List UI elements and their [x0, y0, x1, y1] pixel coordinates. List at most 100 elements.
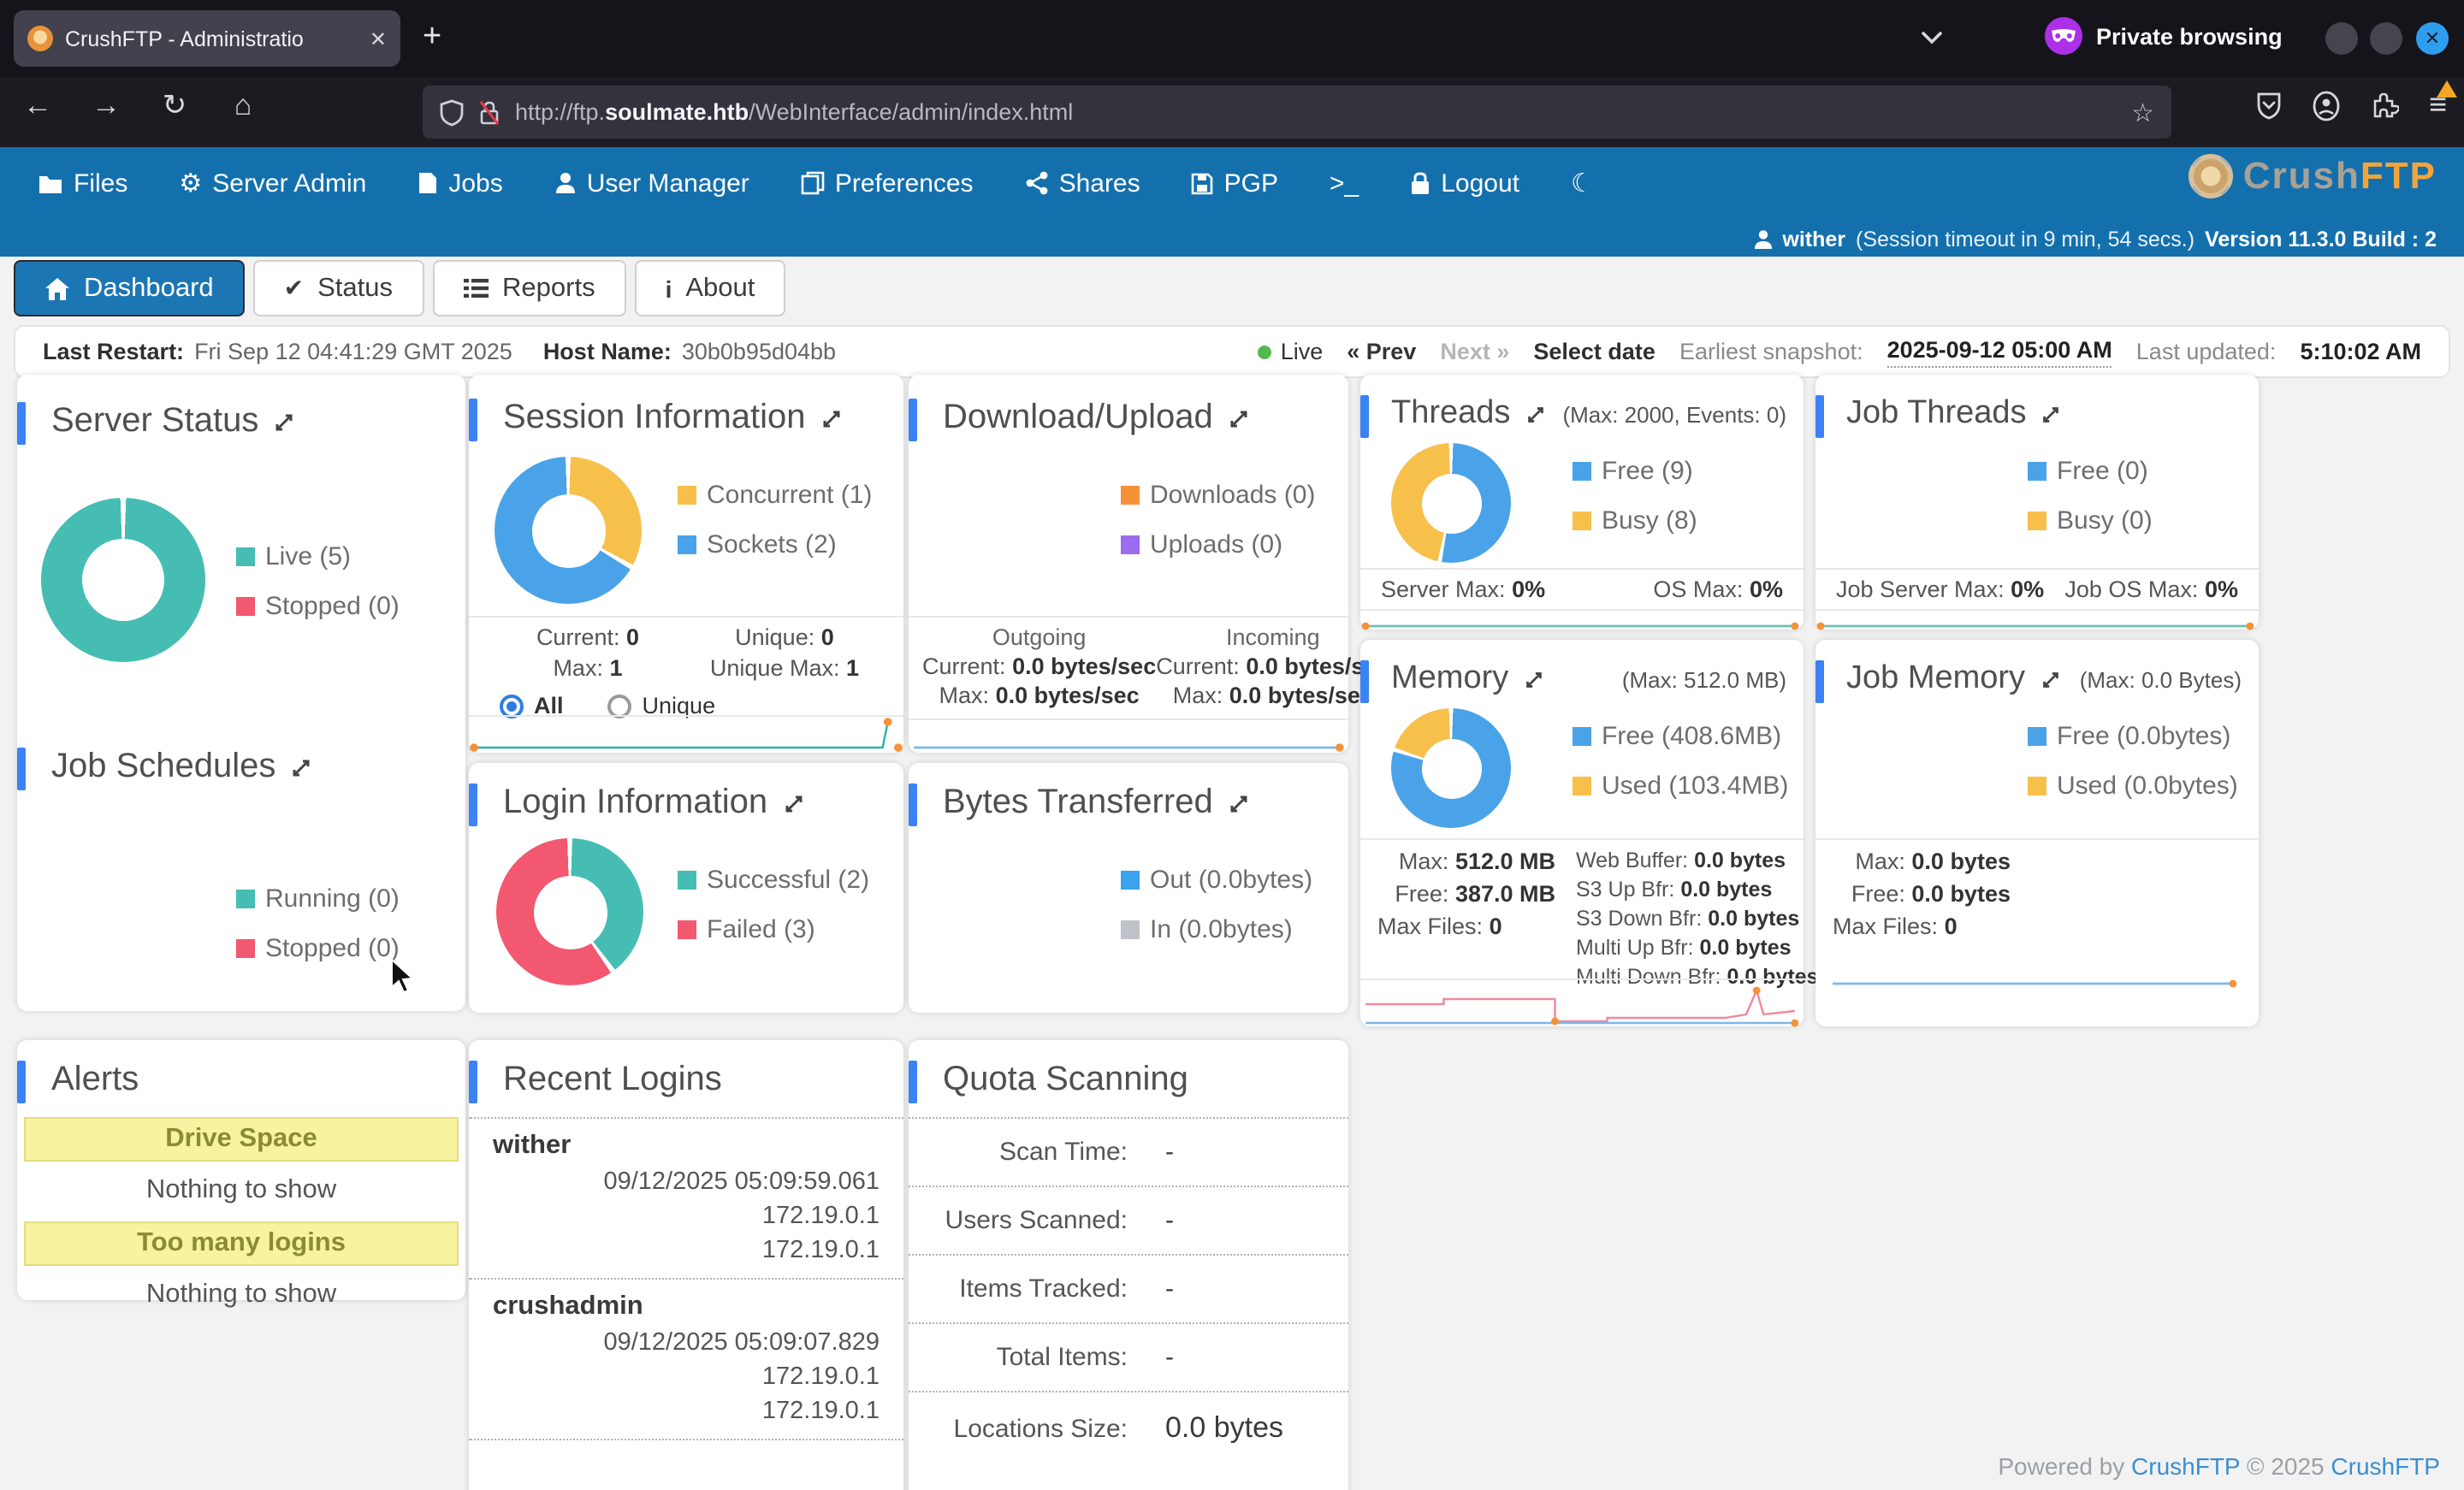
threads-donut — [1391, 443, 1511, 563]
web-buffer: 0.0 bytes — [1694, 848, 1786, 872]
tab-reports[interactable]: Reports — [432, 260, 626, 316]
select-date-button[interactable]: Select date — [1533, 339, 1656, 364]
tab-title: CrushFTP - Administratio — [65, 27, 304, 50]
url-bar[interactable]: http://ftp.soulmate.htb/WebInterface/adm… — [423, 86, 2171, 139]
mem-free: 387.0 MB — [1454, 881, 1555, 907]
pocket-icon[interactable] — [2256, 90, 2283, 121]
legend-swatch — [1573, 511, 1591, 530]
accent-bar — [1360, 395, 1369, 438]
server-max-label: Server Max: — [1381, 576, 1506, 602]
legend-swatch — [2028, 777, 2046, 795]
legend-label: Downloads (0) — [1150, 481, 1316, 510]
menu-hamburger-icon[interactable]: ≡ — [2429, 80, 2457, 123]
alert-banner-drive-space[interactable]: Drive Space — [24, 1117, 459, 1162]
nav-terminal[interactable]: >_ — [1330, 169, 1359, 198]
legend-swatch — [1121, 535, 1140, 554]
nav-shares[interactable]: Shares — [1025, 169, 1140, 198]
nav-files[interactable]: Files — [38, 169, 127, 198]
window-maximize-button[interactable] — [2370, 22, 2402, 55]
accent-bar — [1360, 660, 1369, 703]
window-close-button[interactable]: ✕ — [2416, 22, 2449, 55]
multi-down-bfr: 0.0 bytes — [1727, 965, 1819, 989]
browser-tab[interactable]: CrushFTP - Administratio ✕ — [14, 10, 400, 67]
expand-icon[interactable] — [1522, 668, 1544, 690]
nav-dark-mode[interactable]: ☾ — [1571, 168, 1594, 198]
job-mem-max-files: 0 — [1944, 914, 1958, 939]
s3-down-bfr: 0.0 bytes — [1708, 907, 1800, 931]
insecure-lock-icon[interactable] — [477, 98, 501, 126]
expand-icon[interactable] — [820, 406, 844, 430]
expand-icon[interactable] — [272, 410, 296, 434]
back-icon[interactable]: ← — [23, 89, 52, 121]
legend-swatch — [2028, 511, 2046, 530]
crushftp-favicon — [27, 26, 53, 51]
new-tab-button[interactable]: + — [423, 19, 442, 55]
expand-icon[interactable] — [1227, 791, 1251, 815]
forward-icon[interactable]: → — [92, 89, 121, 121]
threads-sparkline — [1360, 609, 1804, 630]
footer-crushftp-link-2[interactable]: CrushFTP — [2331, 1452, 2440, 1480]
radio-unique[interactable]: Unique — [607, 693, 715, 718]
earliest-snapshot-value[interactable]: 2025-09-12 05:00 AM — [1886, 336, 2112, 367]
alerts-title: Alerts — [51, 1061, 139, 1098]
expand-icon[interactable] — [2040, 403, 2063, 425]
expand-icon[interactable] — [781, 791, 805, 815]
shield-permissions-icon[interactable] — [440, 98, 464, 126]
legend-label: Used (103.4MB) — [1602, 772, 1789, 801]
radio-all[interactable]: All — [500, 693, 564, 718]
tab-close-icon[interactable]: ✕ — [369, 27, 387, 50]
nav-logout[interactable]: Logout — [1410, 169, 1519, 198]
mouse-cursor — [391, 958, 415, 994]
extensions-puzzle-icon[interactable] — [2371, 91, 2400, 120]
accent-bar — [17, 402, 26, 445]
job-memory-title: Job Memory — [1846, 660, 2026, 696]
memory-title: Memory — [1391, 660, 1509, 696]
recent-login-user: wither — [493, 1131, 572, 1160]
session-donut — [495, 457, 642, 604]
transfer-sparkline — [909, 718, 1348, 753]
expand-icon[interactable] — [289, 755, 313, 779]
expand-icon[interactable] — [2039, 668, 2061, 690]
expand-icon[interactable] — [1227, 406, 1251, 430]
nav-jobs[interactable]: Jobs — [418, 169, 503, 198]
info-icon: i — [665, 275, 672, 302]
server-status-donut — [41, 498, 205, 662]
session-info-line: wither (Session timeout in 9 min, 54 sec… — [1753, 228, 2437, 251]
expand-icon[interactable] — [1524, 403, 1546, 425]
tab-about[interactable]: i About — [634, 260, 786, 316]
memory-sparkline — [1360, 979, 1804, 1027]
live-indicator[interactable]: Live — [1258, 339, 1323, 364]
reload-icon[interactable]: ↻ — [162, 89, 187, 121]
multi-up-bfr: 0.0 bytes — [1699, 936, 1792, 960]
legend-label: Out (0.0bytes) — [1150, 866, 1313, 895]
chevron-down-icon[interactable] — [1920, 26, 1944, 50]
bookmark-star-icon[interactable]: ☆ — [2131, 98, 2154, 127]
s3-up-bfr: 0.0 bytes — [1680, 878, 1773, 902]
mem-max-files: 0 — [1489, 914, 1502, 939]
max-label: Max: — [553, 655, 603, 681]
nav-server-admin[interactable]: ⚙ Server Admin — [179, 169, 367, 198]
legend-swatch — [236, 890, 255, 908]
account-icon[interactable] — [2313, 90, 2342, 121]
download-upload-card: Download/Upload Downloads (0) Uploads (0… — [909, 375, 1389, 753]
alert-banner-too-many-logins[interactable]: Too many logins — [24, 1221, 459, 1266]
legend-label: Concurrent (1) — [707, 481, 873, 510]
tab-dashboard[interactable]: Dashboard — [14, 260, 245, 316]
prev-button[interactable]: « Prev — [1347, 339, 1417, 364]
nav-preferences[interactable]: Preferences — [801, 169, 974, 198]
recent-login-entry[interactable]: wither 09/12/2025 05:09:59.061 172.19.0.… — [469, 1119, 903, 1268]
footer-crushftp-link[interactable]: CrushFTP — [2131, 1452, 2241, 1480]
nav-pgp[interactable]: PGP — [1192, 169, 1278, 198]
recent-login-entry[interactable]: crushadmin 09/12/2025 05:09:07.829 172.1… — [469, 1280, 903, 1428]
lock-icon — [1412, 172, 1430, 194]
home-icon[interactable]: ⌂ — [234, 89, 252, 121]
browser-titlebar: CrushFTP - Administratio ✕ + Private bro… — [0, 0, 2464, 77]
window-minimize-button[interactable] — [2325, 22, 2358, 55]
nav-user-manager[interactable]: User Manager — [554, 169, 749, 198]
legend-label: Used (0.0bytes) — [2057, 772, 2238, 801]
url-text[interactable]: http://ftp.soulmate.htb/WebInterface/adm… — [515, 99, 1074, 125]
quota-value: - — [1165, 1274, 1174, 1304]
next-button[interactable]: Next » — [1440, 339, 1510, 364]
admin-subtabs: Dashboard ✔ Status Reports i About — [14, 260, 786, 316]
tab-status[interactable]: ✔ Status — [252, 260, 424, 316]
